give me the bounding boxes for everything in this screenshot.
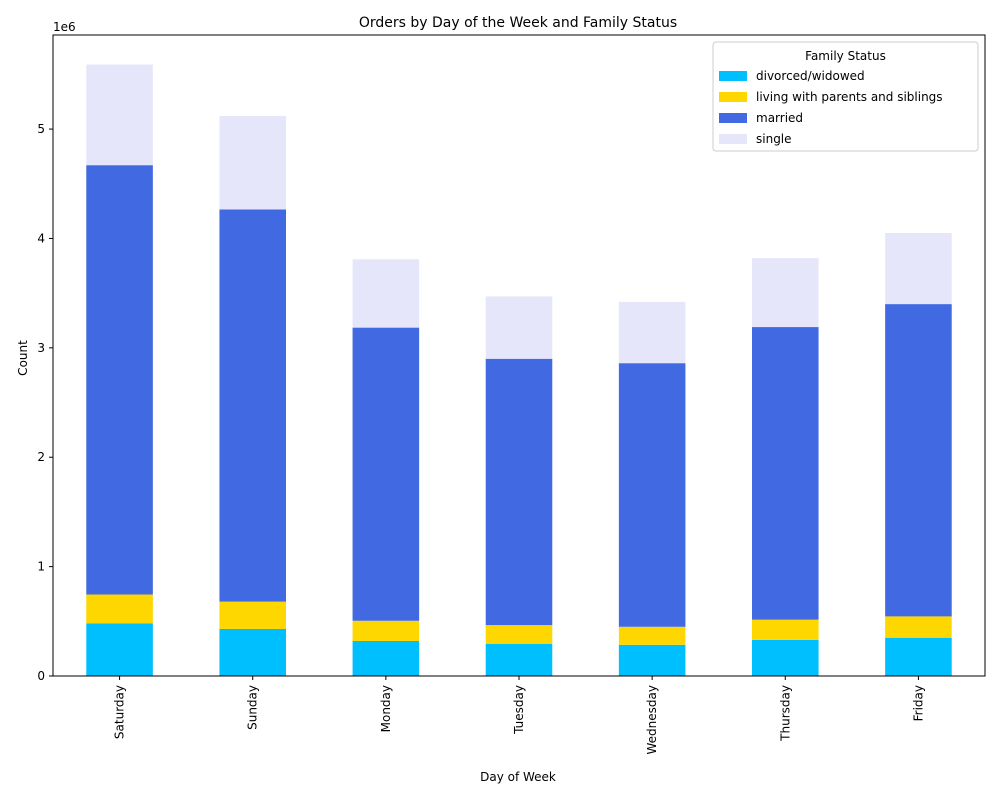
bar-segment-monday-1 bbox=[352, 620, 420, 641]
x-tick-label: Tuesday bbox=[512, 685, 526, 735]
y-tick-label: 4 bbox=[37, 231, 45, 245]
bar-segment-friday-0 bbox=[885, 637, 952, 676]
legend-swatch bbox=[719, 134, 747, 144]
bar-segment-wednesday-2 bbox=[618, 363, 686, 627]
bar-segment-monday-3 bbox=[352, 259, 420, 328]
bar-segment-thursday-1 bbox=[752, 619, 819, 640]
x-tick-label: Friday bbox=[911, 685, 925, 721]
bar-segment-thursday-2 bbox=[752, 327, 819, 620]
x-axis-label: Day of Week bbox=[480, 770, 556, 784]
y-tick-label: 0 bbox=[37, 669, 45, 683]
bar-segment-saturday-0 bbox=[86, 623, 153, 676]
bar-segment-monday-2 bbox=[352, 327, 420, 621]
x-tick-label: Thursday bbox=[778, 685, 792, 742]
bar-segment-saturday-1 bbox=[86, 594, 153, 624]
bar-segment-wednesday-3 bbox=[618, 301, 686, 364]
bar-segment-monday-0 bbox=[352, 641, 420, 676]
legend-swatch bbox=[719, 71, 747, 81]
bar-segment-saturday-2 bbox=[86, 165, 153, 595]
legend-label: living with parents and siblings bbox=[756, 90, 943, 104]
plot-frame bbox=[52, 34, 986, 677]
legend-label: married bbox=[756, 111, 803, 125]
y-tick-label: 5 bbox=[37, 122, 45, 136]
y-tick-label: 1 bbox=[37, 560, 45, 574]
bar-segment-tuesday-3 bbox=[485, 296, 553, 359]
legend: Family Status divorced/widowed living with… bbox=[712, 41, 979, 152]
legend-swatch bbox=[719, 113, 747, 123]
bar-segment-friday-3 bbox=[885, 232, 952, 305]
x-tick-label: Wednesday bbox=[645, 685, 659, 754]
bar-segment-thursday-0 bbox=[752, 639, 819, 676]
bar-segment-tuesday-1 bbox=[485, 625, 553, 644]
bar-segment-saturday-3 bbox=[86, 64, 153, 166]
x-tick-label: Monday bbox=[379, 685, 393, 732]
y-axis-label: Count bbox=[16, 340, 30, 376]
bar-segment-wednesday-0 bbox=[618, 644, 686, 676]
bar-segment-sunday-1 bbox=[219, 601, 286, 629]
bar-segment-tuesday-0 bbox=[485, 643, 553, 676]
bar-segment-friday-2 bbox=[885, 304, 952, 617]
y-tick-label: 2 bbox=[37, 450, 45, 464]
bar-segment-wednesday-1 bbox=[618, 626, 686, 645]
legend-label: divorced/widowed bbox=[756, 69, 865, 83]
legend-swatch bbox=[719, 92, 747, 102]
y-offset-label: 1e6 bbox=[53, 20, 76, 34]
bar-segment-sunday-0 bbox=[219, 628, 286, 676]
x-tick-label: Saturday bbox=[113, 685, 127, 739]
bars-group bbox=[86, 64, 952, 676]
x-tick-label: Sunday bbox=[246, 685, 260, 730]
bar-segment-sunday-3 bbox=[219, 115, 286, 210]
chart-title: Orders by Day of the Week and Family Sta… bbox=[359, 15, 677, 31]
bar-segment-thursday-3 bbox=[752, 258, 819, 328]
legend-box bbox=[712, 41, 979, 152]
axes-group: Saturday Sunday Monday Tuesday Wednesday Thur… bbox=[37, 34, 986, 754]
legend-title: Family Status bbox=[805, 49, 886, 63]
bar-segment-friday-1 bbox=[885, 616, 952, 638]
legend-label: single bbox=[756, 132, 792, 146]
bar-segment-tuesday-2 bbox=[485, 358, 553, 626]
bar-segment-sunday-2 bbox=[219, 209, 286, 602]
y-tick-label: 3 bbox=[37, 341, 45, 355]
